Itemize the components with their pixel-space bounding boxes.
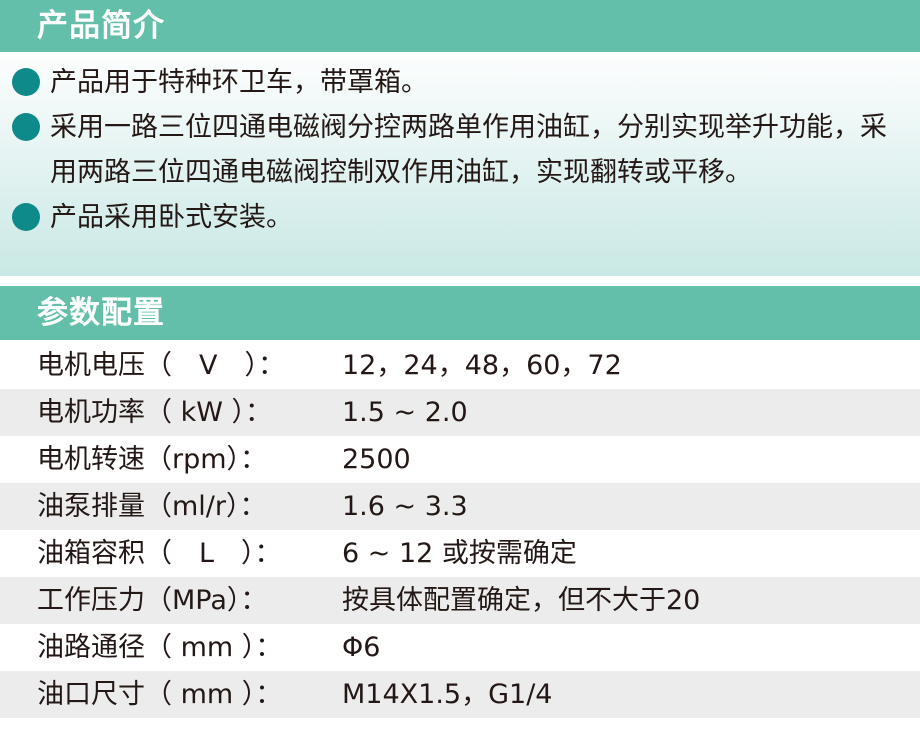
param-value: 12，24，48，60，72 [342, 350, 622, 381]
param-label: 电机转速（rpm）： [37, 444, 268, 475]
intro-text: 采用一路三位四通电磁阀分控两路单作用油缸，分别实现举升功能，采用两路三位四通电磁… [50, 112, 887, 188]
intro-header: 产品简介 [0, 0, 920, 52]
param-label: 油箱容积（ L ）： [37, 538, 282, 569]
table-row: 工作压力（MPa）： 按具体配置确定，但不大于20 [0, 577, 920, 624]
param-value: 6 ~ 12 或按需确定 [342, 538, 577, 569]
param-value: 1.5 ~ 2.0 [342, 397, 468, 428]
intro-item: 产品采用卧式安装。 [0, 195, 920, 240]
param-label: 电机电压（ V ）： [37, 350, 285, 381]
param-value: 按具体配置确定，但不大于20 [342, 585, 701, 616]
table-row: 油路通径（ mm ）： Φ6 [0, 624, 920, 671]
param-label: 电机功率（ kW ）： [37, 397, 272, 428]
intro-section: 产品用于特种环卫车，带罩箱。 采用一路三位四通电磁阀分控两路单作用油缸，分别实现… [0, 52, 920, 276]
table-row: 油泵排量（ml/r）： 1.6 ~ 3.3 [0, 483, 920, 530]
param-value: Φ6 [342, 632, 381, 663]
table-row: 油箱容积（ L ）： 6 ~ 12 或按需确定 [0, 530, 920, 577]
intro-text: 产品采用卧式安装。 [50, 202, 293, 233]
bullet-icon [12, 113, 40, 141]
intro-item: 采用一路三位四通电磁阀分控两路单作用油缸，分别实现举升功能，采用两路三位四通电磁… [0, 105, 920, 195]
table-row: 电机功率（ kW ）： 1.5 ~ 2.0 [0, 389, 920, 436]
table-row: 电机转速（rpm）： 2500 [0, 436, 920, 483]
bullet-icon [12, 203, 40, 231]
param-label: 工作压力（MPa）： [37, 585, 268, 616]
table-row: 电机电压（ V ）： 12，24，48，60，72 [0, 342, 920, 389]
param-value: M14X1.5，G1/4 [342, 679, 553, 710]
intro-text: 产品用于特种环卫车，带罩箱。 [50, 67, 428, 98]
param-value: 2500 [342, 444, 411, 475]
param-label: 油口尺寸（ mm ）： [37, 679, 283, 710]
param-label: 油路通径（ mm ）： [37, 632, 283, 663]
param-label: 油泵排量（ml/r）： [37, 491, 267, 522]
param-value: 1.6 ~ 3.3 [342, 491, 468, 522]
intro-item: 产品用于特种环卫车，带罩箱。 [0, 60, 920, 105]
params-table: 电机电压（ V ）： 12，24，48，60，72 电机功率（ kW ）： 1.5 … [0, 342, 920, 718]
params-header: 参数配置 [0, 286, 920, 340]
table-row: 油口尺寸（ mm ）： M14X1.5，G1/4 [0, 671, 920, 718]
bullet-icon [12, 68, 40, 96]
